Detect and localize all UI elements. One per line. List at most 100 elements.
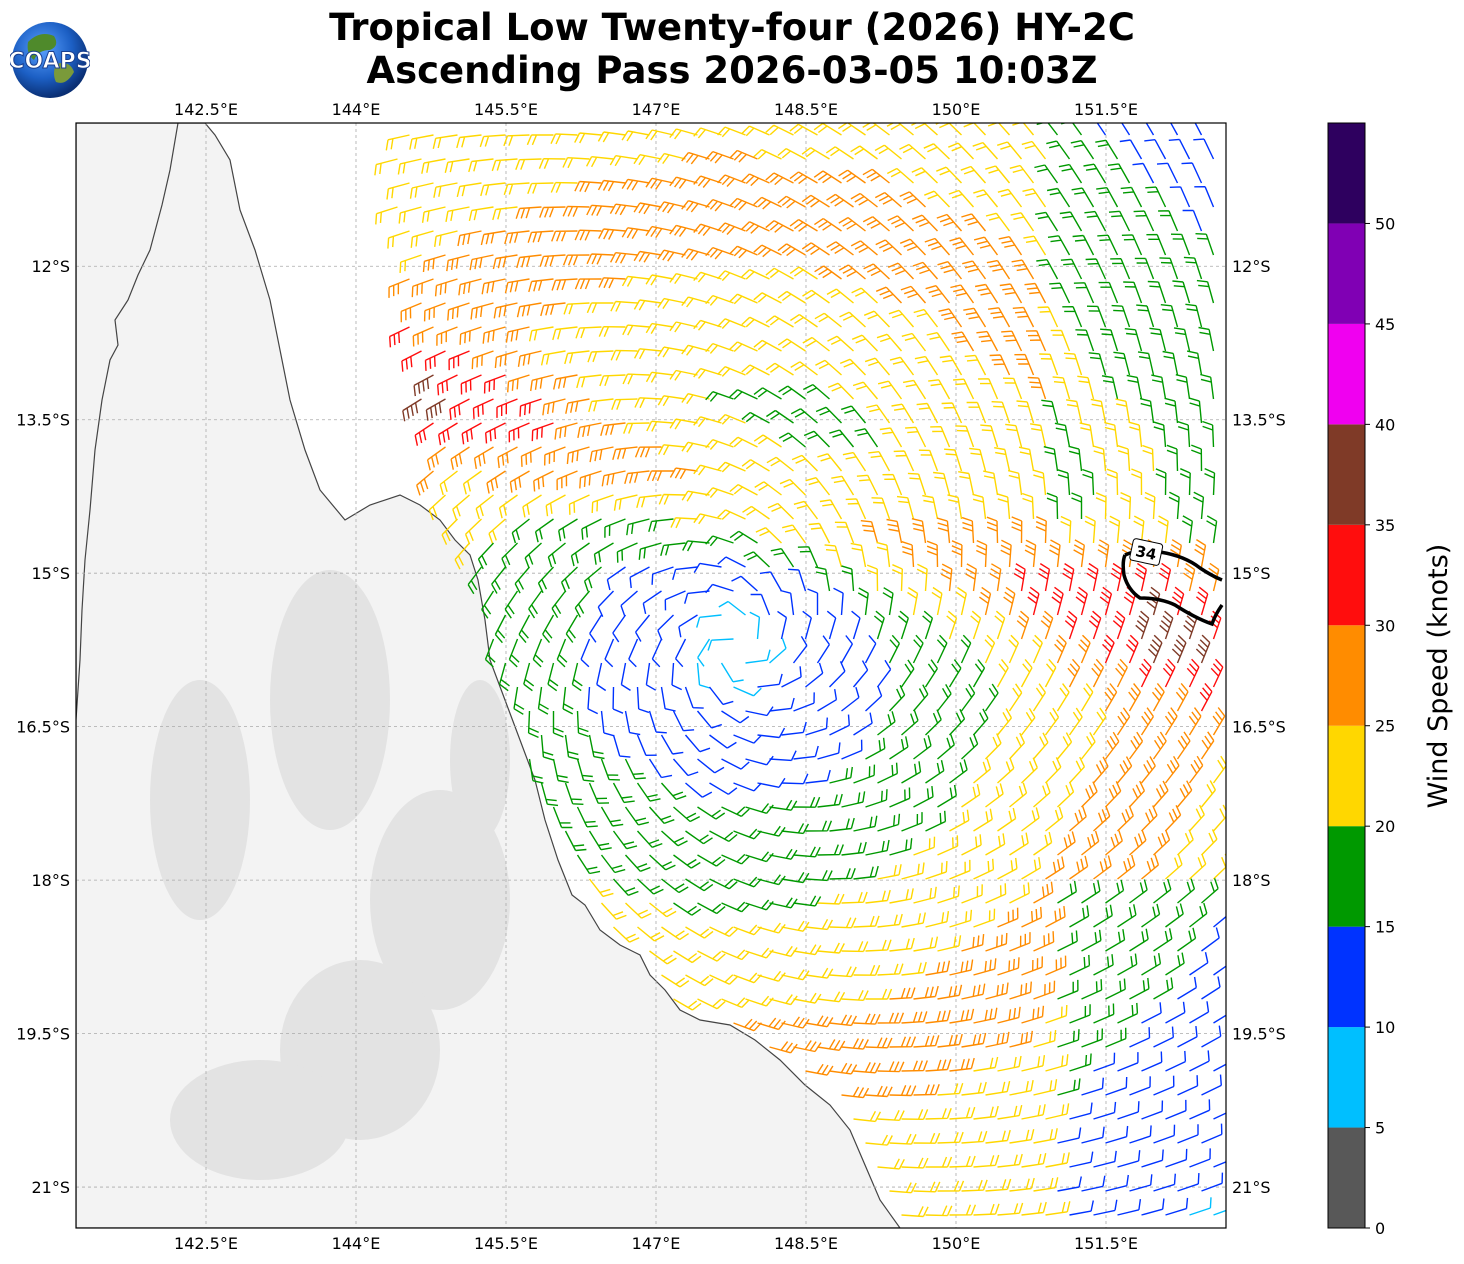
wind-barb (887, 215, 914, 232)
wind-barb (814, 218, 842, 232)
wind-barb (508, 638, 520, 668)
wind-barb (1166, 444, 1179, 472)
wind-barb (901, 812, 923, 832)
wind-barb (961, 1032, 987, 1048)
colorbar-label: Wind Speed (knots) (1423, 544, 1454, 809)
wind-barb (907, 472, 927, 496)
wind-barb (1045, 955, 1067, 976)
wind-barb (729, 245, 758, 259)
wind-barb (989, 563, 1002, 592)
wind-barb (1086, 305, 1107, 328)
wind-barb (1160, 304, 1179, 328)
wind-barb (882, 587, 894, 616)
wind-barb (1105, 929, 1126, 952)
wind-barb (1133, 210, 1155, 232)
wind-barb (865, 685, 883, 712)
wind-barb (661, 974, 690, 988)
wind-barb (969, 447, 987, 472)
wind-barb (901, 710, 919, 736)
wind-barb (1009, 882, 1030, 904)
wind-barb (1128, 683, 1142, 712)
wind-barb (483, 374, 506, 394)
wind-barb (1100, 328, 1119, 352)
wind-barb (877, 913, 903, 928)
wind-barb (1213, 1161, 1226, 1168)
wind-barb (1032, 732, 1049, 760)
wind-barb (684, 590, 710, 604)
wind-barb (657, 614, 674, 641)
wind-barb (949, 237, 975, 256)
wind-barb (1139, 397, 1155, 424)
wind-barb (729, 436, 758, 448)
wind-barb (1159, 257, 1179, 280)
wind-barb (550, 133, 578, 145)
wind-barb (777, 338, 806, 352)
wind-barb (507, 374, 530, 393)
wind-barb (717, 461, 746, 473)
wind-barb (1011, 516, 1023, 544)
wind-barb (1009, 782, 1028, 808)
wind-barb (646, 420, 674, 432)
wind-barb (600, 710, 615, 737)
wind-barb (840, 635, 854, 664)
wind-barb (708, 686, 734, 706)
wind-barb (729, 341, 758, 353)
wind-barb (624, 806, 649, 826)
wind-barb (657, 249, 686, 262)
wind-barb (949, 1008, 975, 1024)
wind-barb (873, 610, 885, 640)
wind-barb (613, 926, 640, 943)
wind-barb (733, 686, 762, 697)
wind-barb (1119, 139, 1143, 160)
wind-barb (624, 854, 651, 872)
wind-barb (547, 662, 559, 692)
wind-barb (464, 518, 482, 545)
title-line-2: Ascending Pass 2026-03-05 10:03Z (366, 49, 1098, 92)
wind-barb (865, 789, 888, 808)
wind-barb (598, 277, 626, 289)
map-title: Tropical Low Twenty-four (2026) HY-2C As… (0, 6, 1464, 92)
wind-barb (1070, 140, 1095, 160)
wind-barb (600, 854, 626, 874)
wind-barb (1098, 281, 1119, 304)
wind-barb (471, 350, 494, 370)
wind-barb (757, 1017, 786, 1031)
wind-barb (824, 544, 843, 568)
wind-barb (1032, 683, 1046, 712)
wind-barb (1051, 586, 1064, 616)
wind-barb (1105, 1076, 1128, 1096)
wind-barb (645, 225, 674, 238)
wind-barb (709, 974, 738, 985)
wind-barb (753, 339, 782, 352)
wind-barb (1080, 732, 1096, 760)
lon-tick-top: 144°E (332, 100, 381, 119)
wind-barb (620, 590, 638, 616)
wind-barb (924, 190, 951, 208)
wind-barb (949, 859, 971, 880)
wind-barb (925, 285, 951, 304)
wind-barb (742, 505, 770, 520)
wind-barb (924, 659, 938, 688)
wind-barb (721, 997, 750, 1009)
wind-barb (1182, 562, 1196, 592)
wind-barb (651, 566, 674, 585)
wind-barb (540, 734, 554, 761)
wind-barb (1005, 423, 1023, 448)
wind-barb (1038, 563, 1051, 592)
wind-barb (597, 590, 615, 617)
wind-barb (937, 1033, 963, 1048)
wind-barb (936, 634, 948, 664)
wind-barb (1020, 658, 1033, 688)
wind-barb (705, 391, 734, 402)
lon-tick-top: 145.5°E (474, 100, 538, 119)
wind-barb (1024, 539, 1037, 568)
wind-barb (1057, 1029, 1080, 1048)
wind-barb (769, 945, 798, 957)
wind-barb (563, 302, 590, 315)
wind-barb (778, 385, 806, 400)
wind-barb (424, 350, 446, 371)
wind-barb (1131, 468, 1143, 496)
wind-barb (697, 854, 726, 867)
wind-barb (673, 854, 701, 869)
wind-barb (911, 518, 927, 544)
